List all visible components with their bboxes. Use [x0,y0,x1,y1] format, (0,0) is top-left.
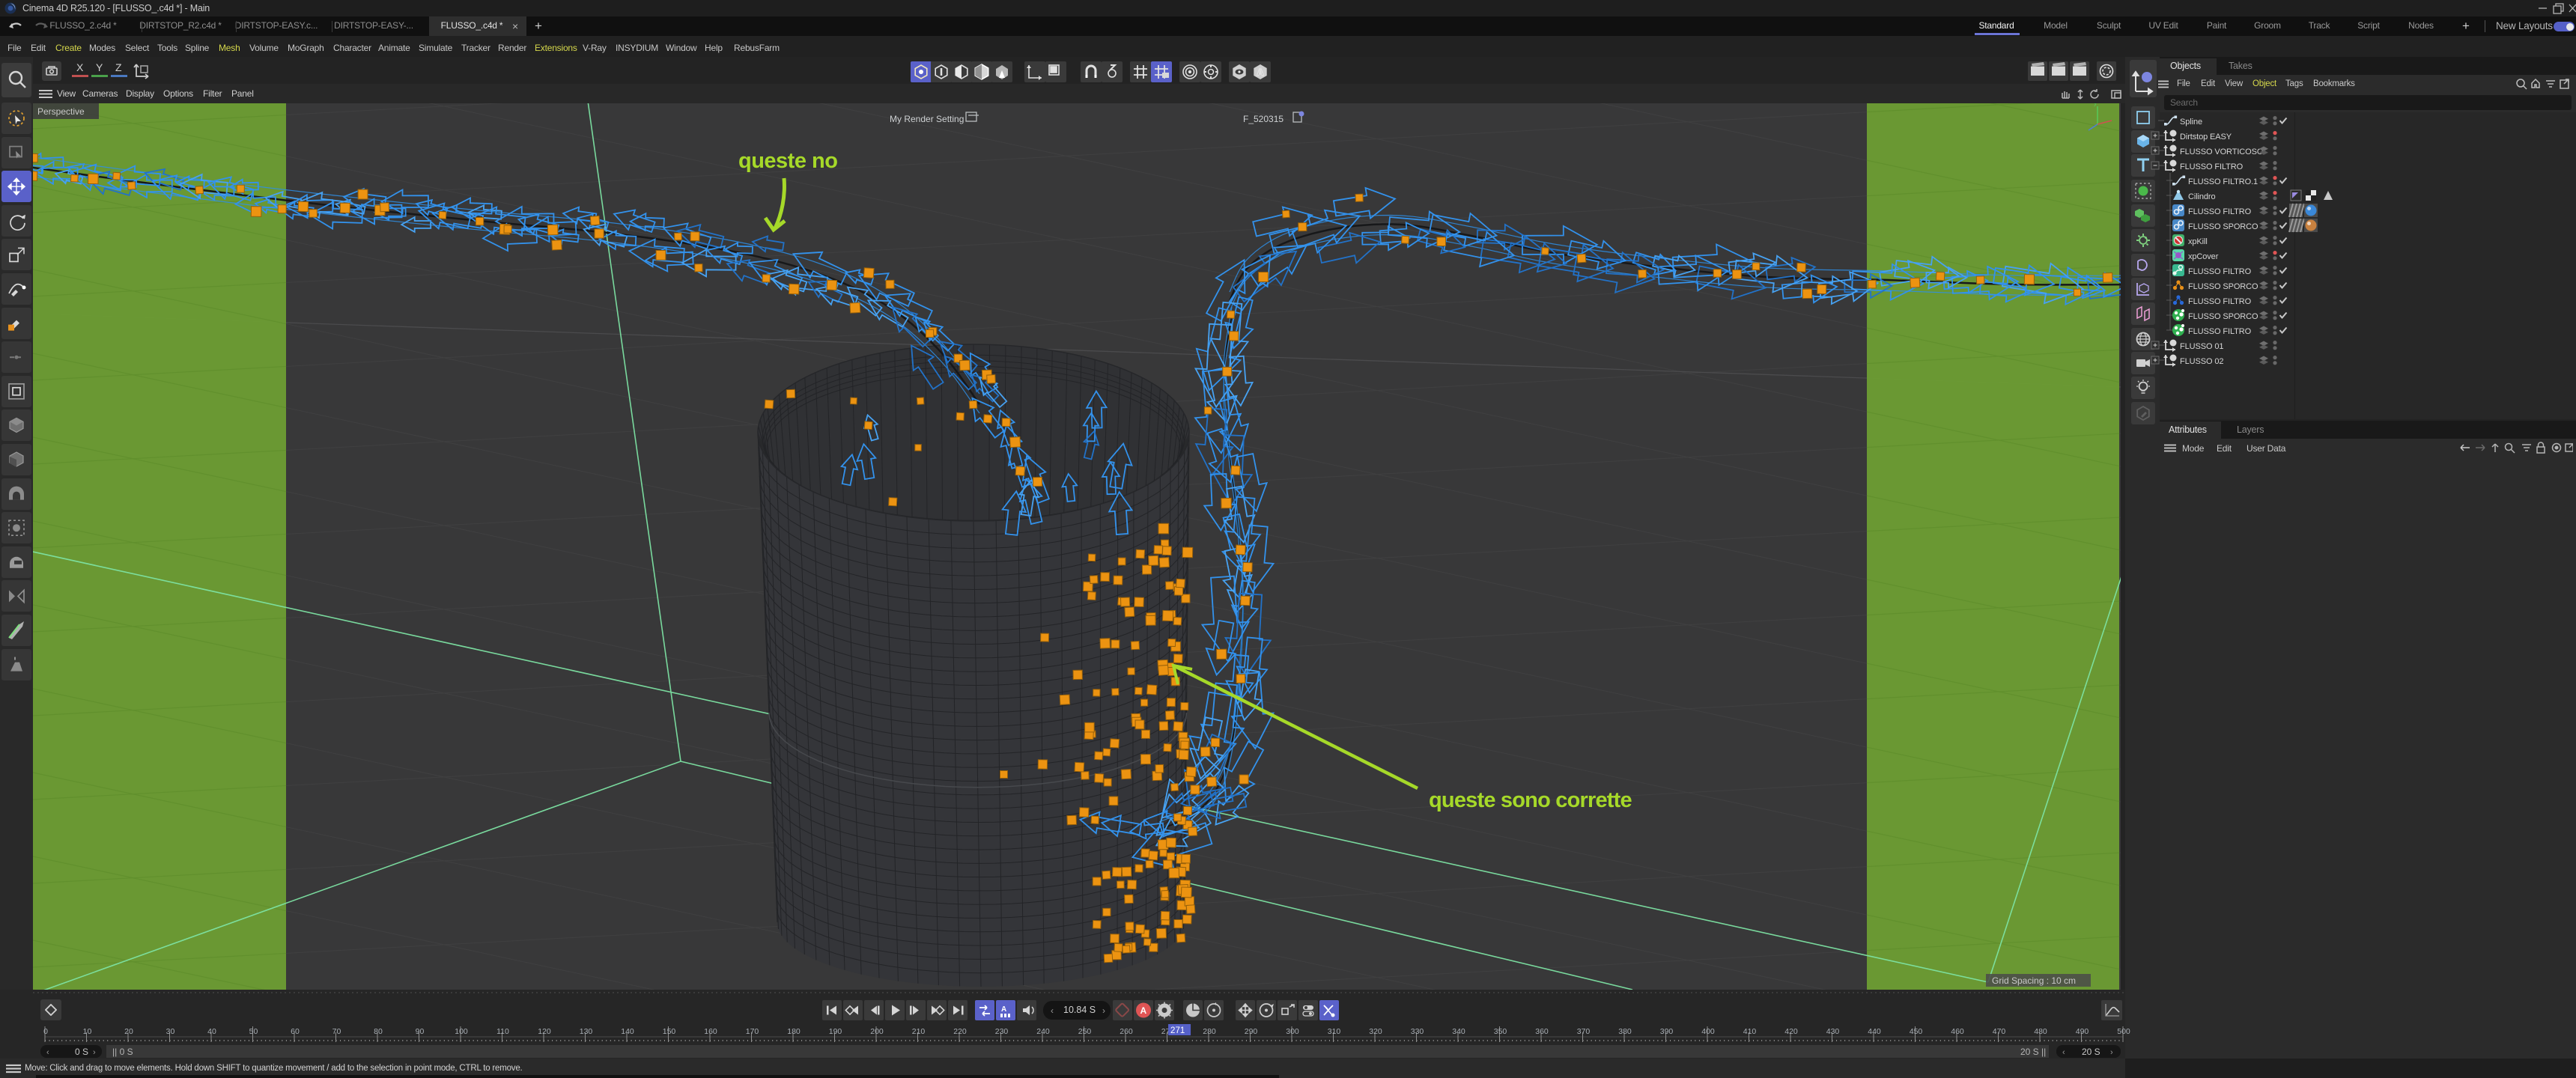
svg-text:160: 160 [704,1027,717,1036]
svg-text:y: y [2094,99,2097,106]
svg-text:420: 420 [1784,1027,1798,1036]
svg-text:490: 490 [2076,1027,2089,1036]
svg-text:120: 120 [538,1027,551,1036]
svg-text:80: 80 [374,1027,383,1036]
svg-text:F_520315: F_520315 [1243,114,1284,124]
svg-text:FLUSSO FILTRO: FLUSSO FILTRO [2188,297,2252,306]
svg-text:FLUSSO FILTRO.1: FLUSSO FILTRO.1 [2188,177,2258,186]
svg-text:40: 40 [207,1027,216,1036]
svg-text:60: 60 [291,1027,300,1036]
svg-text:310: 310 [1328,1027,1341,1036]
svg-text:30: 30 [166,1027,175,1036]
svg-text:Cilindro: Cilindro [2188,192,2216,201]
svg-text:240: 240 [1036,1027,1050,1036]
svg-text:280: 280 [1203,1027,1216,1036]
svg-text:450: 450 [1910,1027,1923,1036]
svg-text:FLUSSO FILTRO: FLUSSO FILTRO [2180,162,2244,171]
svg-text:380: 380 [1618,1027,1632,1036]
svg-text:180: 180 [787,1027,801,1036]
svg-text:10: 10 [83,1027,92,1036]
svg-text:A: A [1001,1005,1006,1014]
svg-text:Grid Spacing : 10 cm: Grid Spacing : 10 cm [1992,975,2076,986]
svg-text:Perspective: Perspective [37,106,85,117]
svg-text:170: 170 [746,1027,759,1036]
svg-text:430: 430 [1826,1027,1840,1036]
svg-text:220: 220 [953,1027,967,1036]
svg-text:290: 290 [1245,1027,1258,1036]
svg-text:190: 190 [829,1027,842,1036]
svg-text:460: 460 [1951,1027,1964,1036]
svg-text:150: 150 [663,1027,676,1036]
svg-text:260: 260 [1120,1027,1133,1036]
svg-text:FLUSSO SPORCO: FLUSSO SPORCO [2188,312,2258,321]
svg-text:20 S ||: 20 S || [2020,1047,2046,1057]
svg-text:470: 470 [1993,1027,2006,1036]
svg-text:‹: ‹ [46,1048,49,1057]
svg-text:70: 70 [332,1027,341,1036]
svg-text:0 S: 0 S [75,1047,88,1057]
svg-text:FLUSSO FILTRO: FLUSSO FILTRO [2188,267,2252,276]
svg-text:250: 250 [1078,1027,1092,1036]
svg-text:130: 130 [580,1027,593,1036]
svg-text:340: 340 [1452,1027,1465,1036]
svg-text:20: 20 [124,1027,133,1036]
svg-text:390: 390 [1660,1027,1674,1036]
svg-text:200: 200 [870,1027,884,1036]
svg-text:‹: ‹ [2062,1048,2065,1057]
svg-text:‹: ‹ [1051,1005,1054,1016]
svg-text:FLUSSO 02: FLUSSO 02 [2180,357,2223,366]
svg-text:FLUSSO 01: FLUSSO 01 [2180,342,2223,351]
svg-text:A: A [1257,67,1264,78]
svg-text:A: A [1140,1005,1147,1016]
svg-text:140: 140 [621,1027,634,1036]
svg-text:FLUSSO FILTRO: FLUSSO FILTRO [2188,207,2252,216]
svg-text:FLUSSO SPORCO: FLUSSO SPORCO [2188,222,2258,231]
svg-text:300: 300 [1286,1027,1299,1036]
svg-text:500: 500 [2117,1027,2130,1036]
svg-text:100: 100 [455,1027,468,1036]
svg-text:10.84 S: 10.84 S [1063,1005,1096,1015]
svg-text:20 S: 20 S [2082,1047,2100,1057]
svg-text:50: 50 [249,1027,258,1036]
svg-text:440: 440 [1868,1027,1881,1036]
svg-text:400: 400 [1701,1027,1715,1036]
svg-text:0: 0 [43,1027,48,1036]
svg-text:Dirtstop EASY: Dirtstop EASY [2180,133,2232,141]
svg-text:›: › [1102,1005,1105,1016]
svg-text:210: 210 [912,1027,926,1036]
svg-text:360: 360 [1535,1027,1549,1036]
svg-text:230: 230 [995,1027,1009,1036]
svg-text:FLUSSO VORTICOSO: FLUSSO VORTICOSO [2180,147,2264,156]
svg-text:My Render Setting: My Render Setting [890,114,964,124]
svg-text:xpCover: xpCover [2188,252,2219,261]
svg-text:xpKill: xpKill [2188,237,2208,246]
svg-text:FLUSSO FILTRO: FLUSSO FILTRO [2188,327,2252,336]
svg-text:330: 330 [1411,1027,1424,1036]
svg-text:410: 410 [1743,1027,1757,1036]
svg-text:271: 271 [1170,1026,1185,1035]
svg-text:350: 350 [1494,1027,1507,1036]
svg-text:320: 320 [1369,1027,1382,1036]
svg-text:FLUSSO SPORCO: FLUSSO SPORCO [2188,282,2258,291]
svg-text:370: 370 [1577,1027,1591,1036]
svg-text:480: 480 [2034,1027,2047,1036]
svg-text:queste sono corrette: queste sono corrette [1429,788,1632,812]
svg-text:queste no: queste no [738,149,837,173]
svg-text:Spline: Spline [2180,118,2202,127]
svg-text:›: › [2110,1048,2113,1057]
svg-text:110: 110 [496,1027,509,1036]
svg-text:90: 90 [416,1027,425,1036]
svg-text:|| 0 S: || 0 S [112,1047,133,1057]
svg-text:›: › [93,1048,96,1057]
